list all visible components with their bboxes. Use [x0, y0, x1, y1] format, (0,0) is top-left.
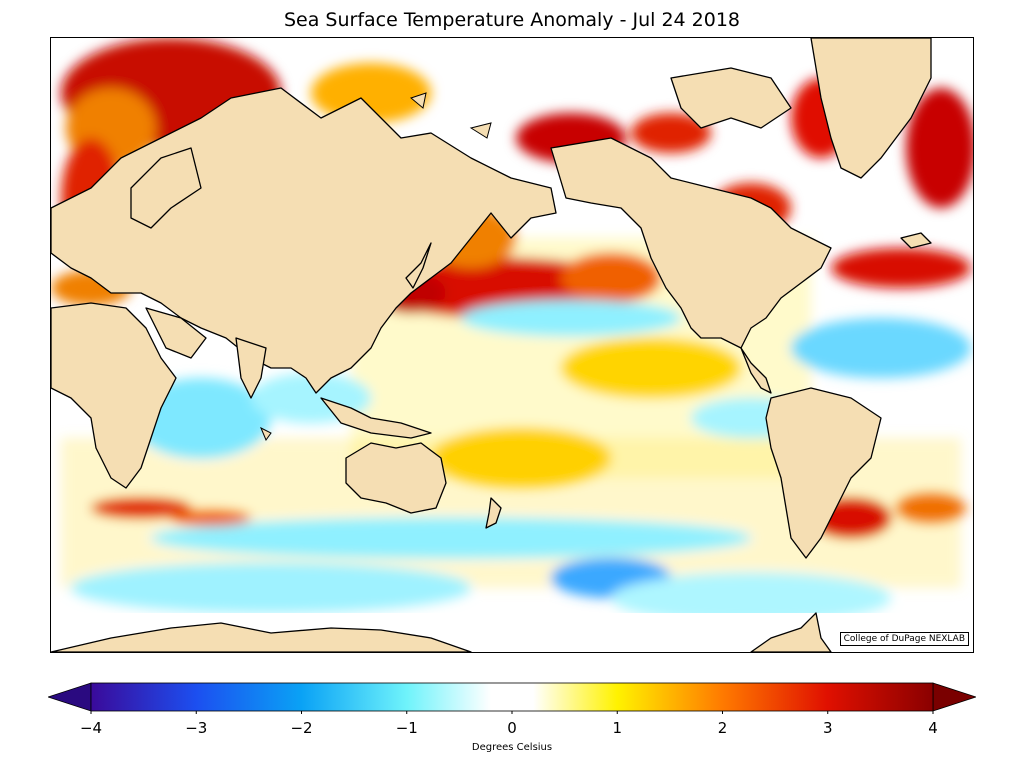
maritime-southeast-asia	[320, 397, 432, 439]
colorbar-tick-label: −3	[185, 719, 208, 737]
map-credit: College of DuPage NEXLAB	[839, 632, 969, 646]
south-america-landmass	[765, 387, 882, 559]
australia-landmass	[345, 442, 447, 514]
colorbar-left-arrow	[48, 682, 92, 712]
antarctic-peninsula	[750, 612, 832, 652]
colorbar-tick-label: −4	[79, 719, 103, 737]
colorbar-tick-label: 3	[822, 719, 833, 737]
colorbar-tick-label: 4	[928, 719, 938, 737]
africa-landmass	[51, 302, 177, 489]
colorbar-tick-label: 0	[507, 719, 517, 737]
scandinavia-landmass	[130, 147, 202, 229]
map-title: Sea Surface Temperature Anomaly - Jul 24…	[283, 9, 741, 31]
central-america-landmass	[740, 347, 772, 394]
colorbar-tick-label: 2	[717, 719, 728, 737]
colorbar-gradient	[90, 682, 934, 712]
colorbar-tick-label: −2	[290, 719, 313, 737]
greenland-landmass	[810, 38, 932, 179]
land-masses	[51, 38, 932, 652]
colorbar-right-arrow	[932, 682, 976, 712]
antarctica-landmass	[51, 622, 472, 652]
iceland-landmass	[900, 232, 932, 249]
india-landmass	[235, 337, 267, 399]
japan-landmass	[405, 242, 432, 289]
colorbar-tick-label: 1	[612, 719, 623, 737]
colorbar-ticks	[90, 711, 934, 714]
new-zealand-landmass	[485, 497, 502, 529]
colorbar	[48, 682, 976, 714]
colorbar-tick-label: −1	[395, 719, 418, 737]
sst-anomaly-map: College of DuPage NEXLAB	[50, 37, 974, 653]
small-islands	[260, 92, 492, 442]
north-america-landmass	[550, 137, 832, 349]
colorbar-label: Degrees Celsius	[471, 742, 553, 753]
canadian-arctic-islands	[670, 67, 792, 129]
arabia-landmass	[145, 307, 207, 359]
